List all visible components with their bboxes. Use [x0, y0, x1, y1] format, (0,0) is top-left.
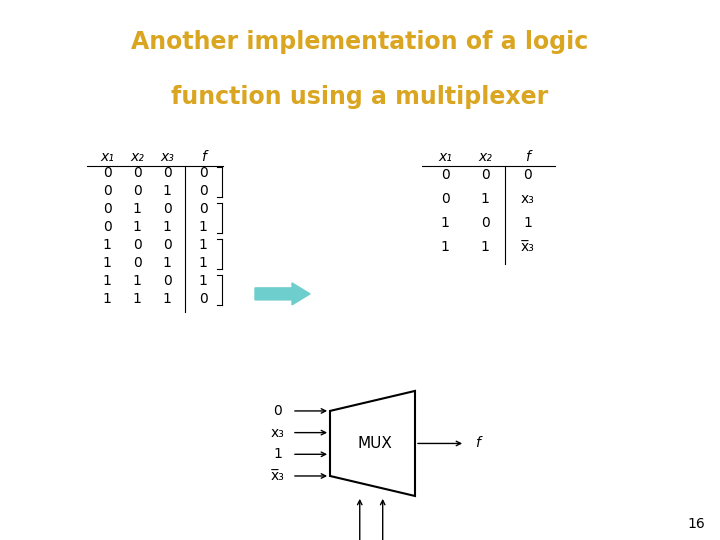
Text: x₁: x₁	[438, 150, 452, 164]
Text: f: f	[201, 150, 205, 164]
Text: 1: 1	[199, 256, 207, 270]
Text: x₃: x₃	[160, 150, 174, 164]
Text: function using a multiplexer: function using a multiplexer	[171, 85, 549, 110]
Text: x₃: x₃	[271, 426, 285, 440]
Text: 0: 0	[132, 256, 141, 270]
Text: 0: 0	[132, 166, 141, 180]
Text: 0: 0	[481, 168, 490, 182]
Text: 1: 1	[132, 202, 141, 216]
Text: MUX: MUX	[357, 436, 392, 451]
Text: 0: 0	[441, 168, 449, 182]
Text: 0: 0	[481, 216, 490, 230]
Text: 1: 1	[199, 238, 207, 252]
Text: x₃: x₃	[521, 192, 535, 206]
Text: 0: 0	[523, 168, 532, 182]
Text: 1: 1	[102, 256, 112, 270]
Text: 1: 1	[102, 274, 112, 288]
Text: 0: 0	[163, 238, 171, 252]
Text: 0: 0	[274, 404, 282, 418]
Text: 1: 1	[132, 292, 141, 306]
Text: 1: 1	[199, 274, 207, 288]
Text: 1: 1	[163, 184, 171, 198]
Text: x₂: x₂	[478, 150, 492, 164]
Text: 1: 1	[163, 256, 171, 270]
Text: 1: 1	[132, 220, 141, 234]
Text: 1: 1	[199, 220, 207, 234]
Text: 1: 1	[102, 238, 112, 252]
Text: 1: 1	[163, 220, 171, 234]
Text: 0: 0	[132, 184, 141, 198]
Text: f: f	[474, 436, 480, 450]
Text: 0: 0	[103, 184, 112, 198]
Text: 0: 0	[199, 184, 207, 198]
Text: 0: 0	[163, 166, 171, 180]
Text: 0: 0	[199, 292, 207, 306]
Text: 0: 0	[163, 202, 171, 216]
Text: 1: 1	[480, 192, 490, 206]
Text: 16: 16	[688, 517, 705, 531]
Text: x̅₃: x̅₃	[521, 240, 535, 254]
Text: 0: 0	[132, 238, 141, 252]
Text: 1: 1	[480, 240, 490, 254]
Text: 0: 0	[103, 220, 112, 234]
Text: 1: 1	[163, 292, 171, 306]
Text: 1: 1	[274, 447, 282, 461]
Text: f: f	[526, 150, 531, 164]
Text: x₂: x₂	[130, 150, 144, 164]
Text: x̅₃: x̅₃	[271, 469, 285, 483]
Text: x₁: x₁	[100, 150, 114, 164]
Text: 1: 1	[523, 216, 532, 230]
Text: 0: 0	[103, 202, 112, 216]
Text: 1: 1	[102, 292, 112, 306]
Text: 0: 0	[199, 202, 207, 216]
Polygon shape	[255, 283, 310, 305]
Text: 1: 1	[132, 274, 141, 288]
Text: 1: 1	[441, 240, 449, 254]
Text: 0: 0	[441, 192, 449, 206]
Text: 1: 1	[441, 216, 449, 230]
Text: 0: 0	[163, 274, 171, 288]
Text: 0: 0	[199, 166, 207, 180]
Text: Another implementation of a logic: Another implementation of a logic	[131, 30, 589, 53]
Text: 0: 0	[103, 166, 112, 180]
